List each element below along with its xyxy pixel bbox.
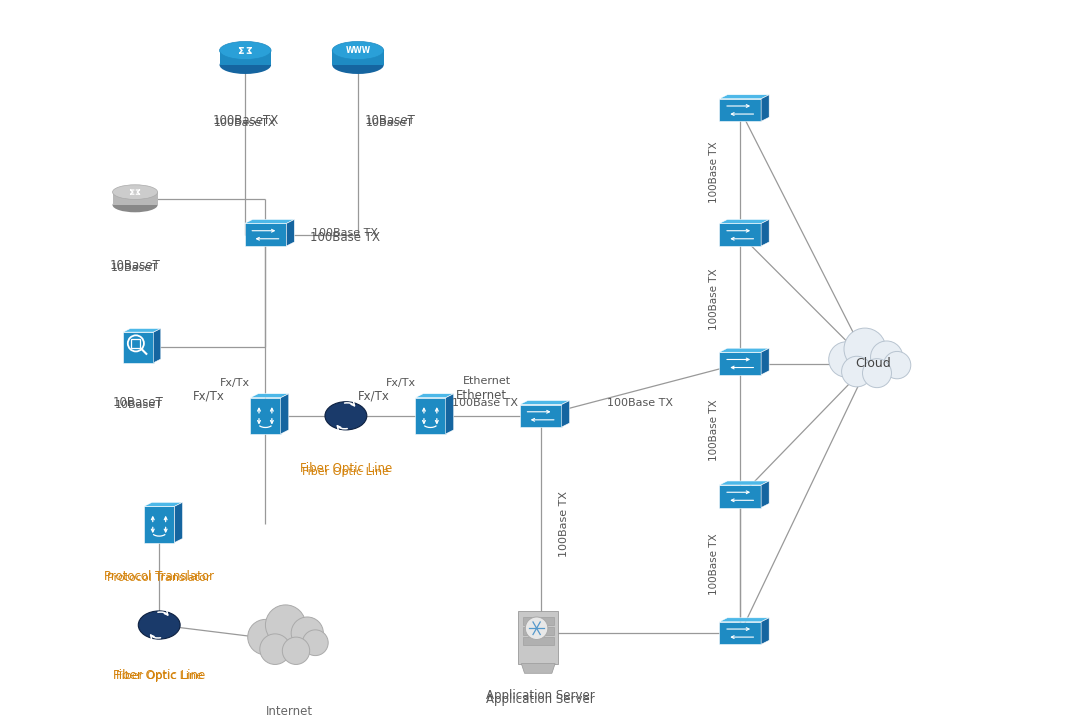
Polygon shape: [154, 329, 160, 363]
Polygon shape: [245, 220, 294, 223]
Polygon shape: [719, 353, 761, 374]
Polygon shape: [518, 611, 559, 664]
Polygon shape: [144, 502, 183, 506]
Circle shape: [842, 356, 872, 387]
Polygon shape: [562, 401, 569, 427]
Text: Internet: Internet: [266, 705, 314, 718]
Circle shape: [291, 617, 323, 649]
Text: Fiber Optic Line: Fiber Optic Line: [113, 670, 205, 682]
Ellipse shape: [219, 41, 271, 60]
Text: 10BaseT: 10BaseT: [114, 400, 163, 410]
Polygon shape: [112, 192, 157, 205]
Text: 10BaseT: 10BaseT: [109, 259, 160, 272]
Polygon shape: [415, 394, 454, 398]
Text: Fiber Optic Line: Fiber Optic Line: [300, 462, 392, 475]
Circle shape: [884, 351, 911, 379]
Polygon shape: [280, 394, 289, 434]
Circle shape: [303, 630, 328, 656]
Polygon shape: [719, 348, 769, 353]
Text: 100Base TX: 100Base TX: [312, 228, 378, 238]
Ellipse shape: [332, 56, 384, 74]
Text: 100Base TX: 100Base TX: [709, 534, 719, 595]
Text: 100Base TX: 100Base TX: [709, 399, 719, 461]
Text: 100Base TX: 100Base TX: [607, 398, 673, 408]
Text: 100BaseTX: 100BaseTX: [212, 114, 278, 127]
Text: 100Base TX: 100Base TX: [453, 398, 518, 408]
Circle shape: [265, 605, 306, 645]
Text: Application Server: Application Server: [486, 689, 595, 702]
Text: Fx/Tx: Fx/Tx: [194, 389, 225, 402]
Text: 100Base TX: 100Base TX: [560, 491, 569, 558]
Polygon shape: [245, 223, 287, 246]
Text: Application Server: Application Server: [486, 694, 595, 707]
Polygon shape: [523, 627, 553, 635]
Circle shape: [844, 328, 886, 370]
Ellipse shape: [325, 402, 367, 430]
Polygon shape: [250, 394, 289, 398]
Polygon shape: [761, 95, 769, 121]
Polygon shape: [523, 637, 553, 645]
Polygon shape: [332, 50, 384, 65]
Polygon shape: [520, 404, 562, 427]
Polygon shape: [719, 223, 761, 246]
Polygon shape: [719, 481, 769, 485]
Polygon shape: [250, 398, 280, 434]
Polygon shape: [719, 618, 769, 622]
Ellipse shape: [332, 41, 384, 60]
Polygon shape: [415, 398, 446, 434]
Polygon shape: [761, 220, 769, 246]
Ellipse shape: [112, 198, 157, 212]
Text: 100Base TX: 100Base TX: [709, 268, 719, 330]
Polygon shape: [719, 485, 761, 507]
Ellipse shape: [112, 185, 157, 199]
Text: Fiber Optic Line: Fiber Optic Line: [303, 467, 389, 476]
Text: Fx/Tx: Fx/Tx: [385, 377, 415, 387]
Polygon shape: [219, 50, 271, 65]
Text: Protocol Translator: Protocol Translator: [107, 573, 211, 583]
Text: WWW: WWW: [346, 46, 370, 55]
Text: Fx/Tx: Fx/Tx: [219, 377, 250, 387]
Polygon shape: [761, 481, 769, 507]
Ellipse shape: [219, 56, 271, 74]
Polygon shape: [719, 99, 761, 121]
Text: Fx/Tx: Fx/Tx: [358, 389, 391, 402]
Circle shape: [260, 634, 290, 664]
Polygon shape: [523, 617, 553, 625]
Text: Cloud: Cloud: [855, 357, 891, 370]
Text: Fiber Optic Line: Fiber Optic Line: [116, 671, 202, 681]
Polygon shape: [174, 502, 183, 542]
Circle shape: [525, 617, 548, 640]
Polygon shape: [123, 329, 160, 332]
Polygon shape: [719, 220, 769, 223]
Circle shape: [248, 619, 284, 655]
Polygon shape: [287, 220, 294, 246]
Polygon shape: [144, 506, 174, 542]
Circle shape: [862, 358, 891, 387]
Polygon shape: [761, 348, 769, 374]
Text: 10BaseT: 10BaseT: [365, 114, 415, 127]
Polygon shape: [521, 664, 555, 673]
Text: 100BaseTX: 100BaseTX: [214, 118, 276, 128]
Circle shape: [282, 637, 309, 664]
Text: 10BaseT: 10BaseT: [111, 263, 159, 273]
Polygon shape: [719, 95, 769, 99]
Circle shape: [871, 341, 903, 373]
Polygon shape: [761, 618, 769, 644]
Circle shape: [828, 342, 865, 377]
Text: Ethernet: Ethernet: [456, 389, 507, 402]
Ellipse shape: [138, 611, 180, 639]
Polygon shape: [719, 622, 761, 644]
Text: Ethernet: Ethernet: [462, 376, 510, 386]
Text: Protocol Translator: Protocol Translator: [104, 570, 214, 583]
Text: 10BaseT: 10BaseT: [366, 118, 414, 128]
Polygon shape: [123, 332, 154, 363]
Text: 100Base TX: 100Base TX: [709, 142, 719, 204]
Polygon shape: [446, 394, 454, 434]
Text: 100Base TX: 100Base TX: [309, 230, 380, 244]
Polygon shape: [520, 401, 569, 404]
Text: 10BaseT: 10BaseT: [112, 395, 164, 409]
